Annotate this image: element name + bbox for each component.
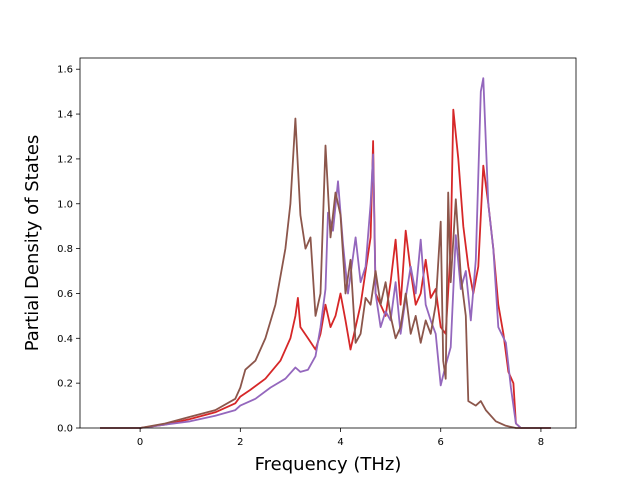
y-tick-label: 1.6 — [57, 65, 73, 76]
y-tick-label: 1.2 — [57, 154, 73, 165]
y-tick-label: 0.6 — [57, 289, 73, 300]
y-tick-label: 1.4 — [57, 110, 73, 121]
y-axis: 0.0 0.2 0.4 0.6 0.8 1.0 1.2 1.4 1.6 — [57, 65, 80, 435]
x-tick-label: 4 — [337, 437, 343, 448]
x-tick-label: 0 — [137, 437, 143, 448]
series-layer — [100, 77, 551, 429]
series-line-1 — [100, 108, 551, 429]
series-line-3 — [100, 117, 551, 429]
x-tick-label: 6 — [438, 437, 444, 448]
x-tick-label: 2 — [237, 437, 243, 448]
y-tick-label: 0.0 — [57, 424, 73, 435]
x-tick-label: 8 — [538, 437, 544, 448]
y-tick-label: 0.2 — [57, 379, 73, 390]
y-tick-label: 0.8 — [57, 244, 73, 255]
y-tick-label: 0.4 — [57, 334, 73, 345]
series-line-2 — [100, 77, 551, 429]
plot-frame — [79, 57, 577, 429]
y-tick-label: 1.0 — [57, 199, 73, 210]
x-axis-label: Frequency (THz) — [255, 454, 402, 475]
x-axis: 0 2 4 6 8 — [137, 428, 544, 448]
y-axis-label: Partial Density of States — [22, 135, 43, 352]
